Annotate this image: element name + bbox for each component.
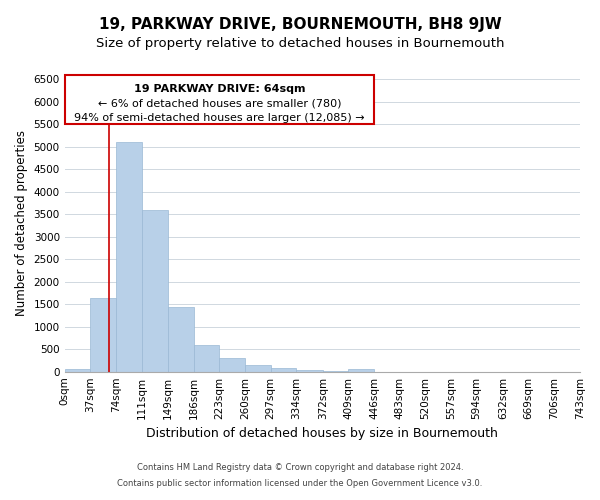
Text: Contains public sector information licensed under the Open Government Licence v3: Contains public sector information licen… bbox=[118, 478, 482, 488]
Bar bbox=[245, 364, 271, 372]
Bar bbox=[168, 308, 194, 372]
Text: Contains HM Land Registry data © Crown copyright and database right 2024.: Contains HM Land Registry data © Crown c… bbox=[137, 464, 463, 472]
Bar bbox=[65, 370, 91, 372]
Bar bbox=[323, 371, 349, 372]
Bar bbox=[116, 142, 142, 372]
Text: 19, PARKWAY DRIVE, BOURNEMOUTH, BH8 9JW: 19, PARKWAY DRIVE, BOURNEMOUTH, BH8 9JW bbox=[98, 18, 502, 32]
Bar bbox=[271, 368, 296, 372]
Bar bbox=[296, 370, 323, 372]
Text: Size of property relative to detached houses in Bournemouth: Size of property relative to detached ho… bbox=[96, 38, 504, 51]
Text: 19 PARKWAY DRIVE: 64sqm: 19 PARKWAY DRIVE: 64sqm bbox=[134, 84, 305, 94]
Y-axis label: Number of detached properties: Number of detached properties bbox=[15, 130, 28, 316]
Bar bbox=[220, 358, 245, 372]
Text: 94% of semi-detached houses are larger (12,085) →: 94% of semi-detached houses are larger (… bbox=[74, 113, 365, 123]
X-axis label: Distribution of detached houses by size in Bournemouth: Distribution of detached houses by size … bbox=[146, 427, 498, 440]
Bar bbox=[194, 345, 220, 372]
Text: ← 6% of detached houses are smaller (780): ← 6% of detached houses are smaller (780… bbox=[98, 98, 341, 108]
Bar bbox=[142, 210, 168, 372]
Bar bbox=[91, 298, 116, 372]
FancyBboxPatch shape bbox=[65, 75, 374, 124]
Bar bbox=[349, 368, 374, 372]
